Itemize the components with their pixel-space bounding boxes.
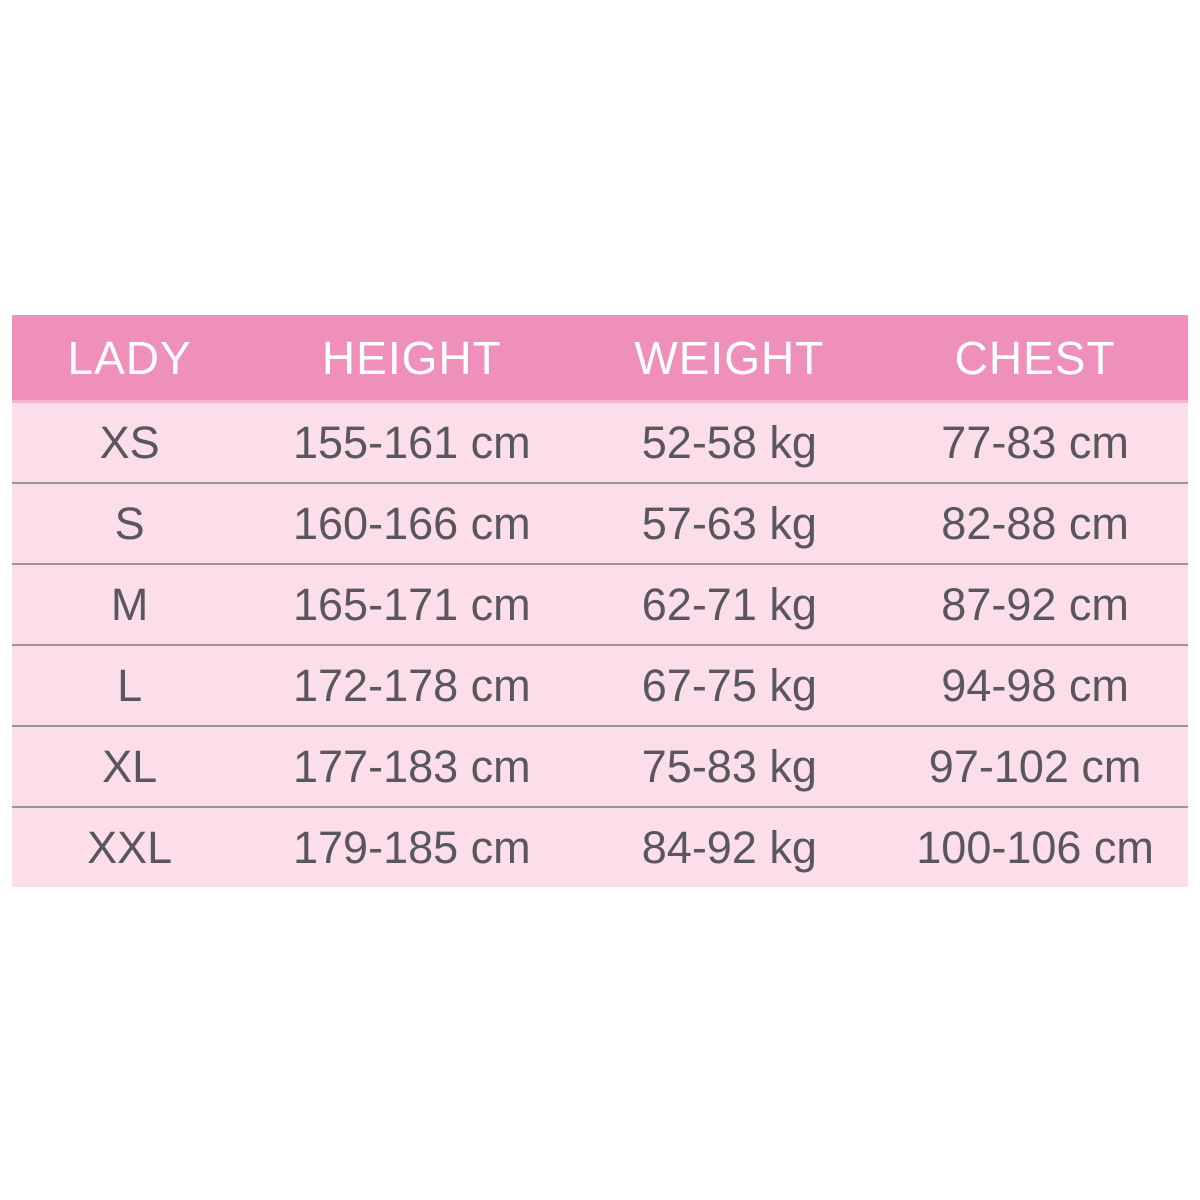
table-cell: 172-178 cm (247, 645, 577, 726)
table-cell: 160-166 cm (247, 483, 577, 564)
table-cell: 97-102 cm (882, 726, 1188, 807)
table-row-m: M 165-171 cm 62-71 kg 87-92 cm (12, 564, 1188, 645)
size-label: XXL (12, 807, 248, 887)
size-label: M (12, 564, 248, 645)
column-header-lady: LADY (12, 315, 248, 402)
table-cell: 94-98 cm (882, 645, 1188, 726)
size-label: XL (12, 726, 248, 807)
table-row-l: L 172-178 cm 67-75 kg 94-98 cm (12, 645, 1188, 726)
table-cell: 82-88 cm (882, 483, 1188, 564)
table-cell: 155-161 cm (247, 401, 577, 483)
size-label: S (12, 483, 248, 564)
column-header-weight: WEIGHT (576, 315, 883, 402)
table-cell: 177-183 cm (247, 726, 577, 807)
size-chart: LADY HEIGHT WEIGHT CHEST XS 155-161 cm 52-58 … (12, 315, 1188, 887)
column-header-height: HEIGHT (247, 315, 577, 402)
table-cell: 165-171 cm (247, 564, 577, 645)
size-label: XS (12, 401, 248, 483)
table-header-row: LADY HEIGHT WEIGHT CHEST (12, 315, 1188, 402)
table-cell: 62-71 kg (576, 564, 883, 645)
table-body: XS 155-161 cm 52-58 kg 77-83 cm S 160-166 cm 5… (12, 401, 1188, 887)
table-cell: 100-106 cm (882, 807, 1188, 887)
size-table: LADY HEIGHT WEIGHT CHEST XS 155-161 cm 52-58 … (12, 315, 1188, 887)
size-label: L (12, 645, 248, 726)
table-header: LADY HEIGHT WEIGHT CHEST (12, 315, 1188, 402)
table-cell: 67-75 kg (576, 645, 883, 726)
table-cell: 84-92 kg (576, 807, 883, 887)
table-row-xs: XS 155-161 cm 52-58 kg 77-83 cm (12, 401, 1188, 483)
table-cell: 179-185 cm (247, 807, 577, 887)
table-cell: 87-92 cm (882, 564, 1188, 645)
table-cell: 57-63 kg (576, 483, 883, 564)
table-cell: 77-83 cm (882, 401, 1188, 483)
table-row-xl: XL 177-183 cm 75-83 kg 97-102 cm (12, 726, 1188, 807)
table-row-xxl: XXL 179-185 cm 84-92 kg 100-106 cm (12, 807, 1188, 887)
table-cell: 52-58 kg (576, 401, 883, 483)
column-header-chest: CHEST (882, 315, 1188, 402)
table-row-s: S 160-166 cm 57-63 kg 82-88 cm (12, 483, 1188, 564)
table-cell: 75-83 kg (576, 726, 883, 807)
